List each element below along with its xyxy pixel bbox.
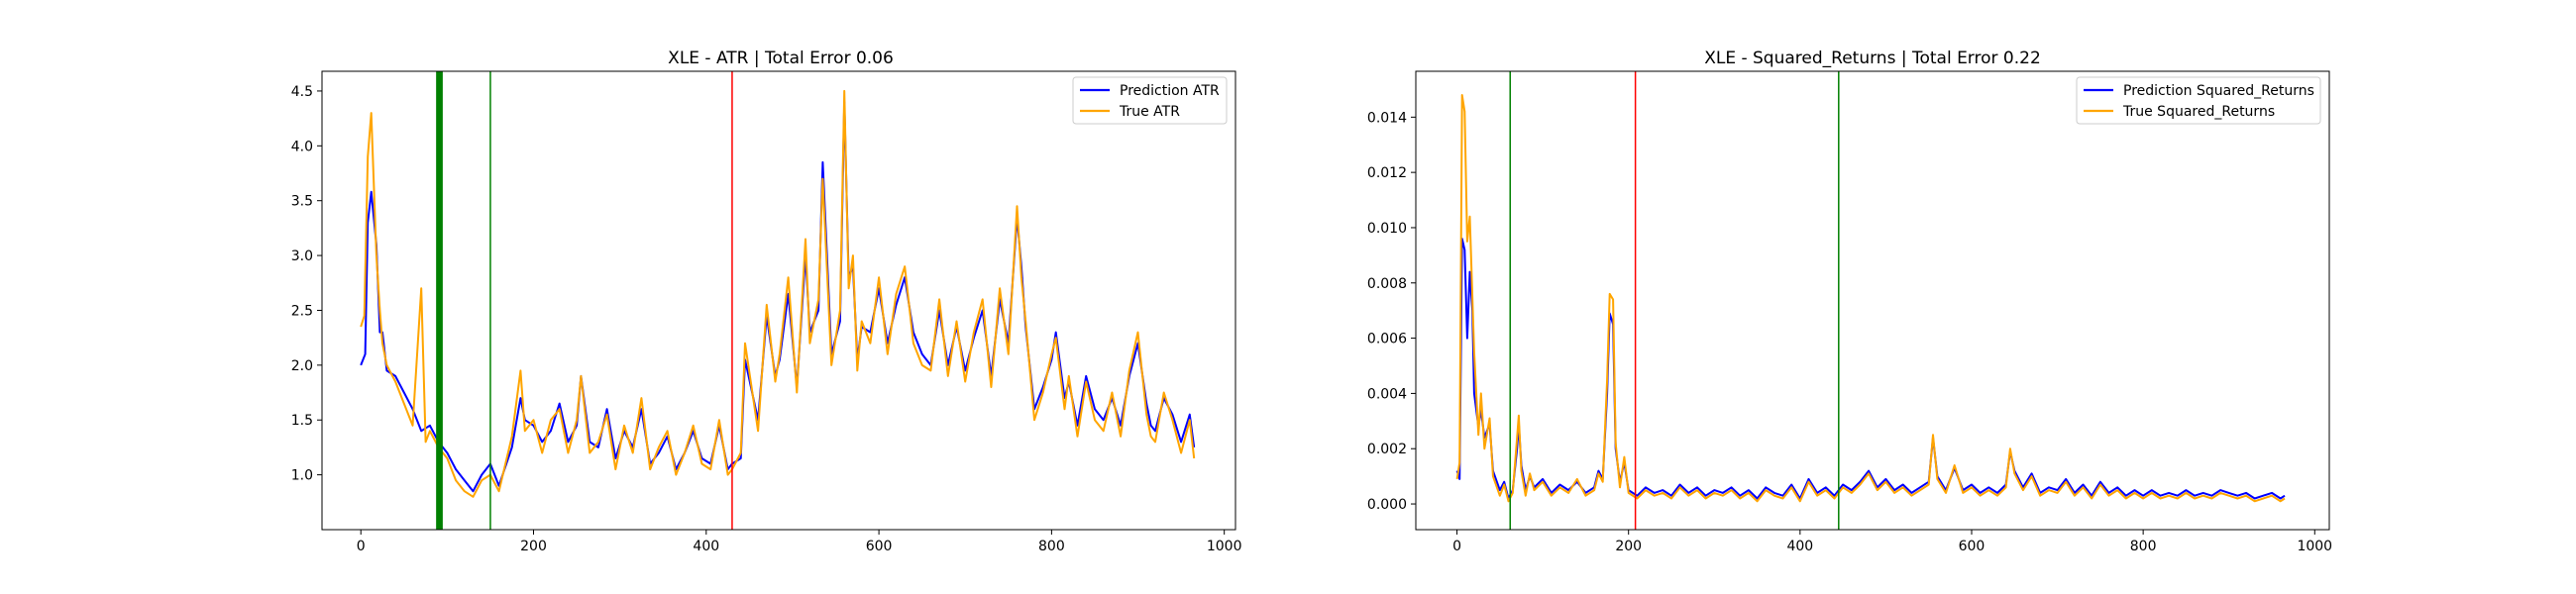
squared-returns-y-tick-label: 0.008 bbox=[1367, 276, 1407, 292]
squared-returns-legend-box bbox=[2076, 76, 2321, 125]
squared-returns-chart-title: XLE - Squared_Returns | Total Error 0.22 bbox=[1704, 49, 2041, 68]
atr-x-tick-label: 600 bbox=[866, 539, 893, 554]
squared-returns-plot-area bbox=[1455, 71, 2286, 530]
squared-returns-x-tick-label: 800 bbox=[2130, 539, 2157, 554]
atr-series-line-prediction bbox=[360, 101, 1196, 493]
squared-returns-x-tick-label: 200 bbox=[1615, 539, 1642, 554]
atr-x-tick-label: 1000 bbox=[1207, 539, 1242, 554]
squared-returns-series-line-true bbox=[1455, 94, 2286, 503]
atr-x-tick-label: 400 bbox=[693, 539, 719, 554]
atr-y-tick-label: 1.5 bbox=[291, 413, 313, 429]
atr-plot-area bbox=[360, 71, 1196, 530]
squared-returns-x-tick-label: 600 bbox=[1959, 539, 1986, 554]
atr-y-tick-label: 4.5 bbox=[291, 84, 313, 100]
squared-returns-legend: Prediction Squared_Returns True Squared_… bbox=[2076, 76, 2321, 125]
atr-y-tick-label: 2.5 bbox=[291, 303, 313, 319]
squared-returns-axis-ticks: 0 200 400 600 800 1000 0.000 0.002 0.004 0.006 0.0… bbox=[1367, 110, 2332, 554]
squared-returns-y-tick-label: 0.000 bbox=[1367, 497, 1407, 513]
atr-x-tick-label: 200 bbox=[520, 539, 547, 554]
squared-returns-x-tick-label: 400 bbox=[1786, 539, 1813, 554]
atr-x-tick-label: 800 bbox=[1038, 539, 1065, 554]
squared-returns-y-tick-label: 0.006 bbox=[1367, 332, 1407, 347]
squared-returns-legend-true-label: True Squared_Returns bbox=[2122, 104, 2275, 120]
atr-y-tick-label: 3.0 bbox=[291, 248, 313, 264]
squared-returns-axes-frame bbox=[1415, 70, 2330, 531]
atr-x-tick-label: 0 bbox=[357, 539, 366, 554]
atr-subplot: XLE - ATR | Total Error 0.06 0 200 400 600 8… bbox=[291, 49, 1242, 554]
atr-legend-true-label: True ATR bbox=[1119, 104, 1180, 120]
atr-y-tick-label: 1.0 bbox=[291, 468, 313, 484]
atr-y-tick-label: 3.5 bbox=[291, 194, 313, 210]
atr-y-tick-label: 4.0 bbox=[291, 139, 313, 154]
squared-returns-y-tick-label: 0.002 bbox=[1367, 442, 1407, 457]
atr-legend: Prediction ATR True ATR bbox=[1072, 76, 1228, 125]
squared-returns-subplot: XLE - Squared_Returns | Total Error 0.22… bbox=[1367, 49, 2332, 554]
atr-legend-box bbox=[1072, 76, 1228, 125]
atr-chart-title: XLE - ATR | Total Error 0.06 bbox=[668, 49, 894, 68]
atr-legend-prediction-label: Prediction ATR bbox=[1120, 83, 1220, 99]
squared-returns-legend-prediction-label: Prediction Squared_Returns bbox=[2123, 83, 2314, 99]
atr-y-tick-label: 2.0 bbox=[291, 358, 313, 374]
squared-returns-y-tick-label: 0.010 bbox=[1367, 221, 1407, 237]
atr-axis-ticks: 0 200 400 600 800 1000 1.0 1.5 2.0 2.5 3.0 3.5 4.0 4.… bbox=[291, 84, 1242, 554]
squared-returns-y-tick-label: 0.014 bbox=[1367, 110, 1407, 126]
atr-axes-frame bbox=[321, 70, 1236, 531]
squared-returns-x-tick-label: 0 bbox=[1452, 539, 1461, 554]
atr-series-line-true bbox=[360, 89, 1196, 498]
squared-returns-y-tick-label: 0.004 bbox=[1367, 386, 1407, 402]
squared-returns-y-tick-label: 0.012 bbox=[1367, 165, 1407, 181]
squared-returns-x-tick-label: 1000 bbox=[2297, 539, 2332, 554]
